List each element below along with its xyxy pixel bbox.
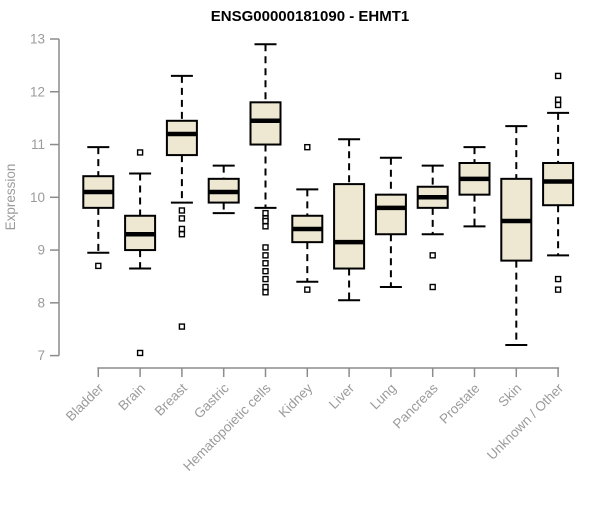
- box-unknown-other: [542, 72, 575, 293]
- x-tick-label: Prostate: [436, 381, 482, 427]
- outlier-point: [262, 260, 269, 267]
- outlier-point: [554, 286, 562, 293]
- outlier-point: [554, 72, 562, 80]
- x-tick-label: Skin: [495, 381, 524, 410]
- x-tick-label: Pancreas: [390, 380, 441, 431]
- outlier-point: [262, 209, 269, 217]
- x-tick-label: Lung: [367, 381, 399, 413]
- x-tick-label: Liver: [326, 380, 358, 412]
- outlier-point: [262, 283, 269, 291]
- x-tick-label: Breast: [152, 380, 190, 418]
- box-pancreas: [416, 164, 449, 291]
- outlier-point: [554, 275, 562, 283]
- y-axis-label: Expression: [3, 164, 18, 231]
- y-tick-label: 11: [31, 137, 45, 152]
- box-series: [82, 43, 575, 357]
- y-tick-label: 10: [30, 190, 45, 205]
- outlier-point: [178, 231, 186, 238]
- x-tick-label: Unknown / Other: [484, 380, 567, 463]
- outlier-point: [136, 149, 144, 156]
- outlier-point: [262, 275, 269, 283]
- y-tick-label: 9: [37, 243, 45, 258]
- outlier-point: [554, 101, 562, 109]
- box-hematopoietic-cells: [249, 43, 282, 296]
- outlier-point: [554, 96, 562, 103]
- outlier-point: [136, 349, 144, 357]
- outlier-point: [304, 286, 311, 293]
- iqr-box: [374, 193, 407, 236]
- x-tick-label: Gastric: [191, 380, 232, 421]
- outlier-point: [262, 223, 269, 230]
- outlier-point: [178, 225, 186, 233]
- box-skin: [500, 125, 533, 347]
- x-tick-label: Kidney: [276, 380, 316, 420]
- x-tick-label: Brain: [115, 381, 148, 414]
- outlier-point: [178, 215, 186, 222]
- box-kidney: [291, 143, 324, 293]
- outlier-point: [178, 323, 186, 330]
- outlier-point: [429, 283, 436, 291]
- box-prostate: [458, 146, 491, 228]
- outlier-point: [262, 244, 269, 251]
- outlier-point: [262, 289, 269, 296]
- iqr-box: [165, 119, 198, 157]
- y-tick-label: 12: [30, 84, 45, 99]
- box-bladder: [82, 146, 115, 270]
- outlier-point: [304, 143, 311, 151]
- outlier-point: [429, 252, 436, 259]
- y-tick-label: 13: [30, 32, 45, 47]
- box-brain: [124, 149, 157, 357]
- iqr-box: [542, 162, 575, 207]
- outlier-point: [95, 262, 102, 270]
- outlier-point: [262, 252, 269, 259]
- iqr-box: [333, 183, 366, 270]
- y-tick-label: 8: [37, 295, 45, 310]
- box-breast: [165, 74, 198, 330]
- outlier-point: [262, 217, 269, 225]
- y-tick-label: 7: [37, 348, 45, 363]
- chart-title: ENSG00000181090 - EHMT1: [211, 8, 409, 25]
- box-liver: [333, 138, 366, 302]
- iqr-box: [249, 101, 282, 146]
- box-gastric: [207, 164, 240, 215]
- outlier-point: [178, 207, 186, 214]
- x-tick-label: Bladder: [63, 380, 107, 424]
- outlier-point: [262, 267, 269, 275]
- box-lung: [374, 156, 407, 289]
